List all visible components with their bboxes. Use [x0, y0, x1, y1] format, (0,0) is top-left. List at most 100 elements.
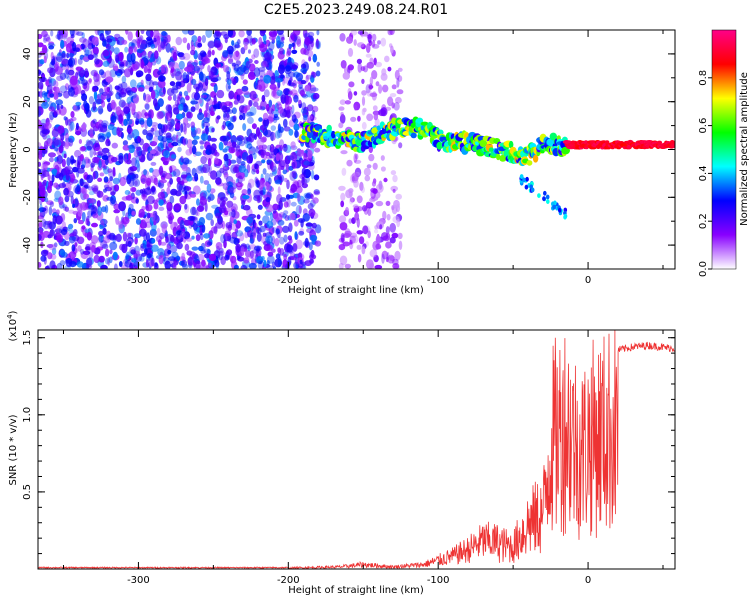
heatmap-cell	[90, 48, 99, 57]
heatmap-cell	[121, 39, 128, 45]
heatmap-cell	[530, 187, 535, 193]
heatmap-cell	[203, 110, 208, 118]
heatmap-cell	[157, 191, 166, 199]
heatmap-cell	[269, 76, 276, 85]
heatmap-cell	[268, 31, 272, 37]
heatmap-cell	[38, 161, 42, 167]
heatmap-cell	[66, 52, 70, 59]
heatmap-cell	[293, 30, 301, 36]
heatmap-cell	[263, 89, 270, 98]
heatmap-cell	[149, 167, 154, 173]
heatmap-cell	[176, 176, 181, 183]
heatmap-cell	[43, 37, 48, 43]
heatmap-cell	[387, 30, 393, 36]
heatmap-cell	[372, 105, 378, 111]
heatmap-cell	[132, 178, 141, 187]
heatmap-cell	[190, 127, 198, 136]
heatmap-cell	[191, 130, 197, 138]
heatmap-cell	[41, 218, 47, 228]
heatmap-cell	[102, 40, 107, 47]
heatmap-cell	[112, 177, 121, 185]
snr-scale-close: )	[8, 310, 19, 314]
heatmap-cell	[310, 234, 318, 242]
heatmap-cell	[339, 255, 348, 266]
heatmap-cell	[156, 111, 164, 120]
heatmap-cell	[197, 42, 203, 48]
heatmap-cell	[289, 212, 296, 221]
heatmap-cell	[354, 213, 359, 223]
heatmap-cell	[178, 183, 187, 193]
heatmap-cell	[109, 249, 113, 255]
heatmap-cell	[162, 140, 168, 149]
heatmap-cell	[126, 96, 132, 105]
heatmap-cell	[83, 100, 88, 109]
heatmap-cell	[136, 162, 141, 173]
heatmap-cell	[44, 220, 52, 226]
heatmap-cell	[146, 253, 152, 259]
heatmap-cell	[244, 105, 251, 111]
heatmap-cell	[228, 85, 231, 90]
heatmap-cell	[211, 49, 215, 56]
heatmap-cell	[77, 209, 83, 217]
heatmap-cell	[258, 117, 263, 122]
heatmap-cell	[151, 244, 159, 252]
heatmap-cell	[99, 33, 105, 41]
heatmap-cell	[116, 126, 121, 136]
heatmap-cell	[549, 132, 557, 141]
heatmap-cell	[180, 231, 186, 238]
heatmap-cell	[359, 181, 364, 191]
heatmap-cell	[163, 150, 171, 159]
heatmap-cell	[205, 212, 214, 221]
heatmap-cell	[153, 37, 157, 43]
heatmap-cell	[190, 106, 196, 112]
heatmap-cell	[115, 215, 120, 225]
heatmap-cell	[278, 161, 282, 171]
heatmap-cell	[133, 149, 140, 158]
heatmap-cell	[239, 114, 243, 121]
heatmap-cell	[367, 208, 372, 216]
heatmap-cell	[172, 226, 178, 237]
heatmap-cell	[339, 33, 346, 42]
heatmap-cell	[75, 122, 79, 131]
heatmap-cell	[263, 74, 272, 84]
heatmap-cell	[144, 85, 150, 90]
heatmap-cell	[237, 95, 245, 104]
heatmap-cell	[56, 52, 63, 63]
heatmap-cell	[254, 60, 259, 64]
heatmap-cell	[41, 197, 45, 203]
heatmap-cell	[296, 193, 301, 202]
heatmap-cell	[342, 72, 350, 80]
heatmap-cell	[373, 112, 379, 121]
heatmap-cell	[377, 40, 381, 45]
heatmap-cell	[239, 232, 245, 242]
heatmap-cell	[72, 166, 79, 173]
heatmap-cell	[362, 225, 369, 235]
heatmap-cell	[105, 248, 110, 257]
heatmap-cell	[41, 129, 50, 134]
heatmap-cell	[292, 243, 298, 252]
heatmap-cell	[357, 253, 362, 263]
heatmap-cell	[49, 78, 57, 87]
heatmap-cell	[271, 104, 276, 112]
heatmap-cell	[524, 184, 529, 190]
heatmap-cell	[53, 80, 59, 88]
heatmap-cell	[242, 79, 248, 85]
snr-series-line	[38, 330, 675, 569]
heatmap-cell	[240, 161, 246, 166]
heatmap-cell	[39, 123, 47, 130]
heatmap-cell	[108, 84, 113, 92]
heatmap-cell	[74, 149, 82, 158]
heatmap-cell	[166, 206, 172, 217]
heatmap-cell	[149, 141, 158, 147]
heatmap-cell	[386, 252, 390, 261]
heatmap-cell	[84, 184, 90, 189]
heatmap-cell	[119, 176, 127, 187]
heatmap-cell	[326, 124, 332, 132]
heatmap-cell	[157, 248, 165, 256]
heatmap-cell	[117, 83, 123, 92]
heatmap-cell	[266, 144, 272, 151]
heatmap-cell	[184, 138, 188, 145]
heatmap-cell	[165, 104, 172, 112]
heatmap-cell	[338, 215, 347, 223]
